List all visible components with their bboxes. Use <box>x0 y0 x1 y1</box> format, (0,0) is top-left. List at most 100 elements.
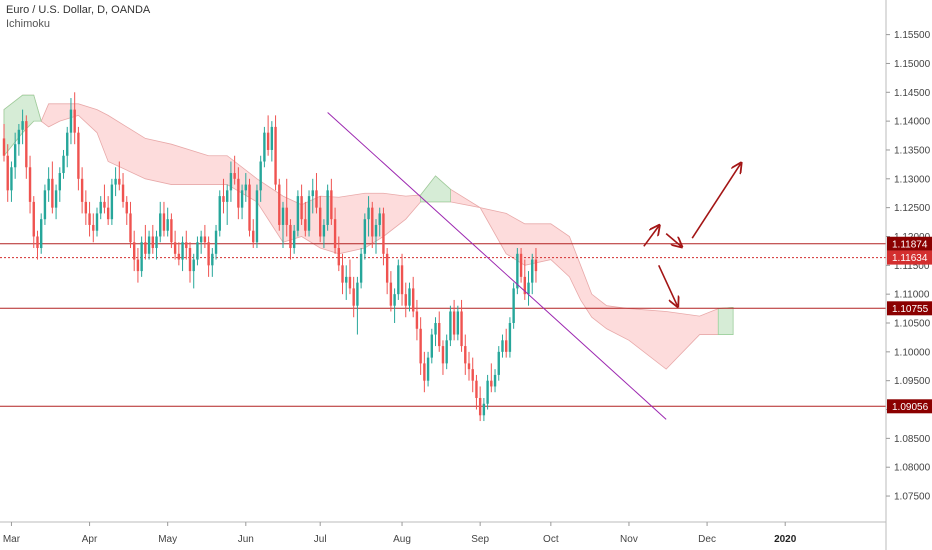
y-tick-label: 1.09500 <box>894 376 931 387</box>
x-tick-label: Sep <box>471 534 489 545</box>
candle-body <box>337 248 340 266</box>
candle-body <box>95 213 99 231</box>
candle-body <box>54 190 58 208</box>
x-tick-label: Mar <box>3 534 21 545</box>
candle-body <box>490 380 493 387</box>
candle-body <box>534 259 538 272</box>
candle-body <box>378 213 381 225</box>
price-badge-text: 1.11634 <box>892 253 928 264</box>
y-tick-label: 1.15000 <box>894 59 931 70</box>
candle-body <box>263 132 266 162</box>
candle-body <box>274 126 277 185</box>
candle-body <box>21 121 24 130</box>
candle-body <box>348 276 352 289</box>
candle-body <box>162 213 166 231</box>
candle-body <box>519 253 523 277</box>
candle-body <box>445 340 448 364</box>
candle-body <box>92 224 95 231</box>
candle-body <box>326 190 329 225</box>
candle-body <box>129 213 132 243</box>
y-tick-label: 1.08000 <box>894 463 931 474</box>
candle-body <box>430 334 433 358</box>
candle-body <box>214 230 218 254</box>
candle-body <box>136 259 140 272</box>
candle-body <box>125 201 128 214</box>
cloud-bull-1 <box>420 175 451 203</box>
candle-body <box>393 294 396 306</box>
price-badge-1.09056 <box>887 399 932 414</box>
candle-body <box>147 236 151 254</box>
candle-body <box>371 207 374 237</box>
candle-body <box>501 340 504 352</box>
price-badge-1.11874 <box>887 236 932 251</box>
candle-body <box>199 236 203 243</box>
candle-body <box>289 224 292 249</box>
x-tick-label: Nov <box>620 534 638 545</box>
candle-body <box>144 242 147 254</box>
candle-body <box>192 259 195 272</box>
candle-body <box>296 196 300 231</box>
x-tick-label: Aug <box>393 534 411 545</box>
y-tick-label: 1.10000 <box>894 347 931 358</box>
candle-body <box>43 190 47 220</box>
candle-body <box>486 380 489 404</box>
candle-body <box>207 242 210 266</box>
candle-body <box>356 282 359 306</box>
candle-body <box>6 155 9 191</box>
arrow-1 <box>665 232 681 247</box>
candle-body <box>211 253 214 266</box>
x-tick-label: Jul <box>314 534 327 545</box>
y-tick-label: 1.11000 <box>894 290 930 301</box>
candle-body <box>505 340 508 352</box>
candle-body <box>196 242 199 260</box>
x-tick-label: Apr <box>82 534 98 545</box>
candle-body <box>248 184 251 231</box>
candle-body <box>400 265 404 295</box>
price-badge-text: 1.10755 <box>892 304 929 315</box>
candle-body <box>404 294 407 306</box>
candle-body <box>352 288 355 306</box>
candle-body <box>512 288 515 324</box>
candle-body <box>333 219 337 249</box>
candle-body <box>270 126 274 150</box>
candle-body <box>382 213 385 254</box>
candle-body <box>292 230 296 249</box>
candle-body <box>322 224 326 237</box>
candle-body <box>460 311 463 347</box>
candle-body <box>304 219 307 231</box>
price-badge-text: 1.11874 <box>892 239 928 250</box>
arrow-0 <box>643 226 659 247</box>
candle-body <box>449 311 452 341</box>
candle-body <box>121 184 125 202</box>
candle-body <box>330 190 333 220</box>
candle-body <box>266 132 270 150</box>
candle-body <box>315 190 318 208</box>
trendline-group <box>327 112 667 420</box>
candle-body <box>80 178 84 202</box>
candle-body <box>140 242 143 272</box>
candle-body <box>259 161 262 191</box>
x-tick-label: Oct <box>543 534 559 545</box>
candle-body <box>359 253 363 283</box>
candle-body <box>170 219 173 243</box>
candle-body <box>181 242 184 260</box>
candle-body <box>341 265 344 283</box>
candle-body <box>133 242 136 260</box>
y-tick-label: 1.13000 <box>894 174 931 185</box>
candle-body <box>478 397 482 416</box>
price-badge-1.10755 <box>887 301 932 316</box>
trendline <box>327 112 667 420</box>
candle-body <box>218 196 221 231</box>
candle-body <box>226 190 229 202</box>
candle-body <box>423 363 426 381</box>
candle-body <box>166 219 169 231</box>
candle-body <box>397 265 400 295</box>
candle-body <box>471 369 474 381</box>
candle-body <box>13 144 17 168</box>
candle-body <box>482 403 486 416</box>
candle-body <box>408 288 411 306</box>
y-tick-label: 1.11500 <box>894 261 930 272</box>
candle-body <box>426 357 430 381</box>
candle-body <box>497 351 500 375</box>
